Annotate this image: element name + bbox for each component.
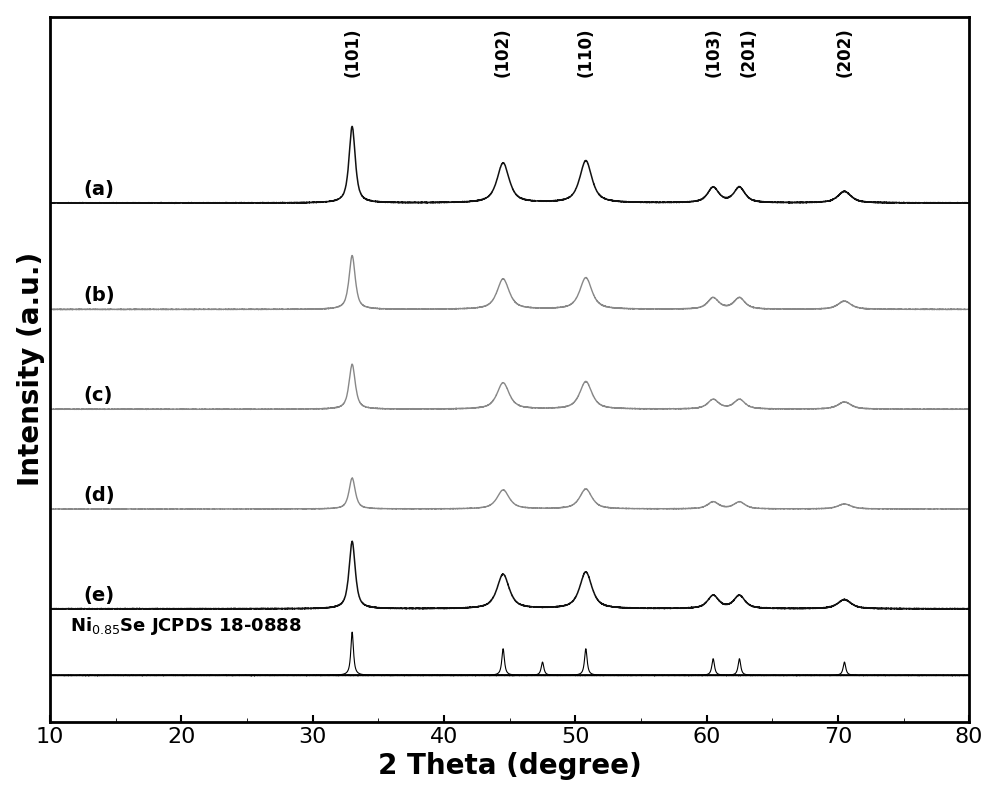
Text: (202): (202)	[835, 27, 853, 77]
Y-axis label: Intensity (a.u.): Intensity (a.u.)	[17, 252, 45, 486]
Text: (103): (103)	[704, 27, 722, 77]
Text: (a): (a)	[83, 180, 114, 199]
Text: (d): (d)	[83, 486, 115, 505]
Text: (102): (102)	[494, 27, 512, 77]
Text: (c): (c)	[83, 387, 112, 405]
Text: (b): (b)	[83, 286, 115, 305]
X-axis label: 2 Theta (degree): 2 Theta (degree)	[378, 752, 642, 780]
Text: (101): (101)	[343, 27, 361, 77]
Text: (110): (110)	[577, 27, 595, 77]
Text: (201): (201)	[740, 27, 758, 77]
Text: Ni$_{0.85}$Se JCPDS 18-0888: Ni$_{0.85}$Se JCPDS 18-0888	[70, 614, 302, 637]
Text: (e): (e)	[83, 586, 114, 605]
